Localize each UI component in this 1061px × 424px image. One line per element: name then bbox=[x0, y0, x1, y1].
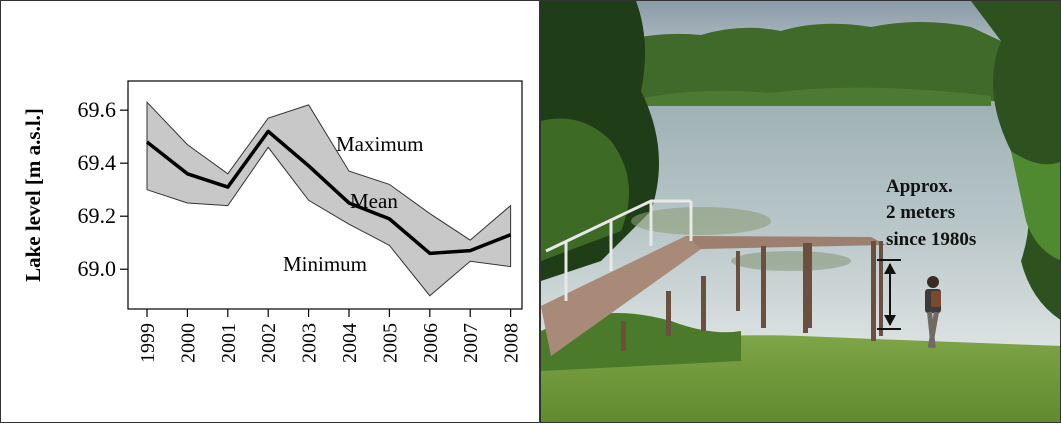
x-tick-label-2007: 2007 bbox=[460, 323, 482, 363]
x-tick-label-2002: 2002 bbox=[258, 323, 280, 363]
photo-annotation-line3: since 1980s bbox=[886, 229, 977, 250]
y-axis-label: Lake level [m a.s.l.] bbox=[21, 108, 45, 282]
x-tick-label-2004: 2004 bbox=[339, 323, 361, 363]
y-tick-label-3: 69.6 bbox=[78, 97, 117, 122]
series-label-mean: Mean bbox=[350, 189, 398, 213]
photo-annotation-line2: 2 meters bbox=[886, 202, 956, 223]
x-tick-label-2003: 2003 bbox=[299, 323, 321, 363]
y-tick-label-0: 69.0 bbox=[78, 256, 117, 281]
y-tick-label-2: 69.4 bbox=[78, 150, 117, 175]
min-max-band bbox=[146, 100, 512, 297]
y-tick-label-1: 69.2 bbox=[78, 203, 117, 228]
x-tick-label-2001: 2001 bbox=[218, 323, 240, 363]
x-tick-label-1999: 1999 bbox=[137, 323, 159, 363]
x-tick-label-2000: 2000 bbox=[177, 323, 199, 363]
plot-frame bbox=[127, 80, 523, 310]
series-label-maximum: Maximum bbox=[336, 132, 424, 156]
mean-series-line bbox=[145, 129, 512, 256]
lake-photo-panel: Approx. 2 meters since 1980s bbox=[540, 0, 1061, 423]
chart-panel: 69.0 69.2 69.4 69.6 1999 2000 2001 2002 2003 2004… bbox=[0, 0, 540, 423]
person-figure bbox=[925, 276, 941, 349]
x-tick-label-2005: 2005 bbox=[379, 323, 401, 363]
lake-photo bbox=[541, 1, 1060, 422]
photo-annotation-line1: Approx. bbox=[886, 176, 953, 197]
x-tick-label-2008: 2008 bbox=[501, 323, 523, 363]
series-label-minimum: Minimum bbox=[283, 252, 367, 276]
x-tick-label-2006: 2006 bbox=[420, 323, 442, 363]
lake-level-chart: 69.0 69.2 69.4 69.6 1999 2000 2001 2002 2003 2004… bbox=[21, 80, 523, 363]
